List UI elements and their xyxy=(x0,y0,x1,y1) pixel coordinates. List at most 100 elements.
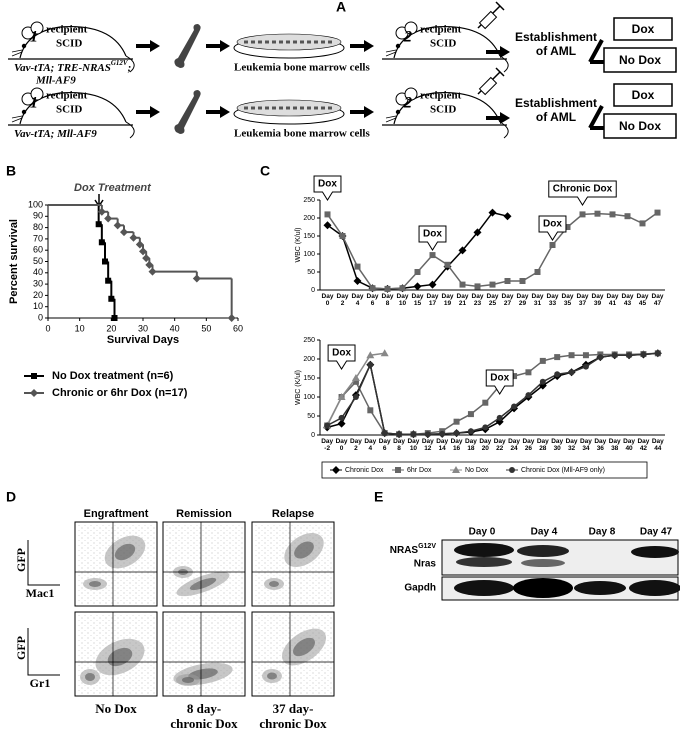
flow-plot xyxy=(251,521,335,607)
syringe-icon xyxy=(477,67,505,96)
x-tick-label: Day 34 xyxy=(579,438,592,452)
panel-label: C xyxy=(260,163,270,179)
x-tick-label: 30 xyxy=(138,323,148,333)
cell-cloud xyxy=(269,581,279,587)
x-tick-label: Day 10 xyxy=(396,293,409,307)
x-tick-label: Day 31 xyxy=(531,293,544,307)
x-tick-label-box: Day 33 xyxy=(547,293,559,307)
marker xyxy=(473,228,482,237)
axis-bracket xyxy=(27,540,60,676)
x-tick-label-box: Day 6 xyxy=(378,438,391,452)
x-tick-label: Day 42 xyxy=(637,438,650,452)
marker xyxy=(367,361,374,368)
arrow xyxy=(348,104,376,120)
syringe-icon xyxy=(477,1,505,30)
y-tick-label: 50 xyxy=(307,413,315,420)
marker xyxy=(519,278,526,284)
band-name: NRAS xyxy=(390,545,419,556)
marker xyxy=(549,242,556,248)
arm-box xyxy=(603,47,677,73)
arrow xyxy=(484,110,512,126)
x-tick-label: 40 xyxy=(170,323,180,333)
flow-plot xyxy=(74,521,158,607)
x-tick-label: Day -2 xyxy=(321,438,334,452)
x-tick-label: Day 28 xyxy=(536,438,549,452)
arm-label: Dox xyxy=(632,22,655,36)
y-tick-label: 20 xyxy=(33,290,43,300)
recipient-number: 2 xyxy=(403,29,412,46)
marker xyxy=(367,407,374,414)
x-tick-label: Day 6 xyxy=(366,293,379,307)
y-tick-label: 0 xyxy=(311,432,315,439)
callout-box xyxy=(327,344,356,370)
y-tick-label: 90 xyxy=(33,211,43,221)
x-axis-label: Survival Days xyxy=(107,334,179,346)
x-tick-label: Day 24 xyxy=(508,438,521,452)
marker xyxy=(496,414,503,421)
x-tick-label-box: Day 2 xyxy=(350,438,362,452)
marker xyxy=(582,352,589,359)
flow-plot xyxy=(162,611,246,697)
x-tick-label: Day 0 xyxy=(335,438,348,452)
outcome: Establishment xyxy=(515,30,597,44)
dish-icon xyxy=(232,98,346,126)
x-tick-label-box: Day 31 xyxy=(531,293,544,307)
legend-marker xyxy=(395,467,401,473)
marker xyxy=(482,424,489,431)
marker xyxy=(564,224,571,230)
marker xyxy=(654,209,661,216)
marker xyxy=(353,277,362,285)
x-tick-label: Day 6 xyxy=(378,438,391,452)
gate-line xyxy=(75,612,157,696)
marker xyxy=(511,373,518,380)
marker xyxy=(624,213,631,220)
marker xyxy=(539,357,546,364)
marker xyxy=(639,220,646,227)
marker xyxy=(396,431,403,438)
x-tick-label-box: Day 25 xyxy=(487,293,499,307)
marker xyxy=(108,295,115,302)
y-tick-label: 70 xyxy=(33,233,43,243)
arrow xyxy=(348,38,376,54)
x-tick-label: 50 xyxy=(201,323,211,333)
recipient-number: 2 xyxy=(403,95,412,112)
x-tick-label-box: Day 28 xyxy=(536,438,549,452)
flow-plot xyxy=(251,611,335,697)
x-tick-label: Day 8 xyxy=(381,293,394,307)
lane-label: Day 4 xyxy=(531,527,558,538)
marker xyxy=(488,208,497,217)
marker xyxy=(324,211,331,218)
marker xyxy=(135,240,144,249)
cells-label: Leukemia bone marrow cells xyxy=(234,128,370,140)
x-tick-label: Day 45 xyxy=(636,293,649,307)
recipient-number: 1 xyxy=(30,95,38,112)
marker xyxy=(568,369,575,376)
marker xyxy=(102,258,108,265)
marker xyxy=(339,233,346,239)
condition-label: No Dox xyxy=(95,701,137,716)
bone-icon xyxy=(174,24,201,68)
x-tick-label: Day 10 xyxy=(407,438,420,452)
x-tick-label: 0 xyxy=(45,323,50,333)
cell-cloud xyxy=(89,581,101,587)
marker xyxy=(429,252,436,259)
x-tick-label: Day 2 xyxy=(336,293,349,307)
arm-label: Dox xyxy=(632,88,655,102)
column-header: Remission xyxy=(176,508,232,520)
arm-label: No Dox xyxy=(619,53,661,67)
x-tick-label: Day 21 xyxy=(456,293,469,307)
arrow xyxy=(204,38,232,54)
band-sup: G12V xyxy=(418,543,436,550)
callout-label: Dox xyxy=(332,348,351,359)
marker xyxy=(351,374,360,381)
marker xyxy=(511,403,518,410)
legend-label: Chronic Dox xyxy=(345,467,384,474)
marker xyxy=(609,211,616,218)
marker xyxy=(324,422,331,429)
marker xyxy=(582,363,589,370)
callout-label: Chronic Dox xyxy=(553,184,613,195)
workflow-row: 1 recipient SCID Vav-tTA; Mll-AF9 Leukemia b… xyxy=(7,67,677,140)
cell-cloud xyxy=(293,637,315,657)
